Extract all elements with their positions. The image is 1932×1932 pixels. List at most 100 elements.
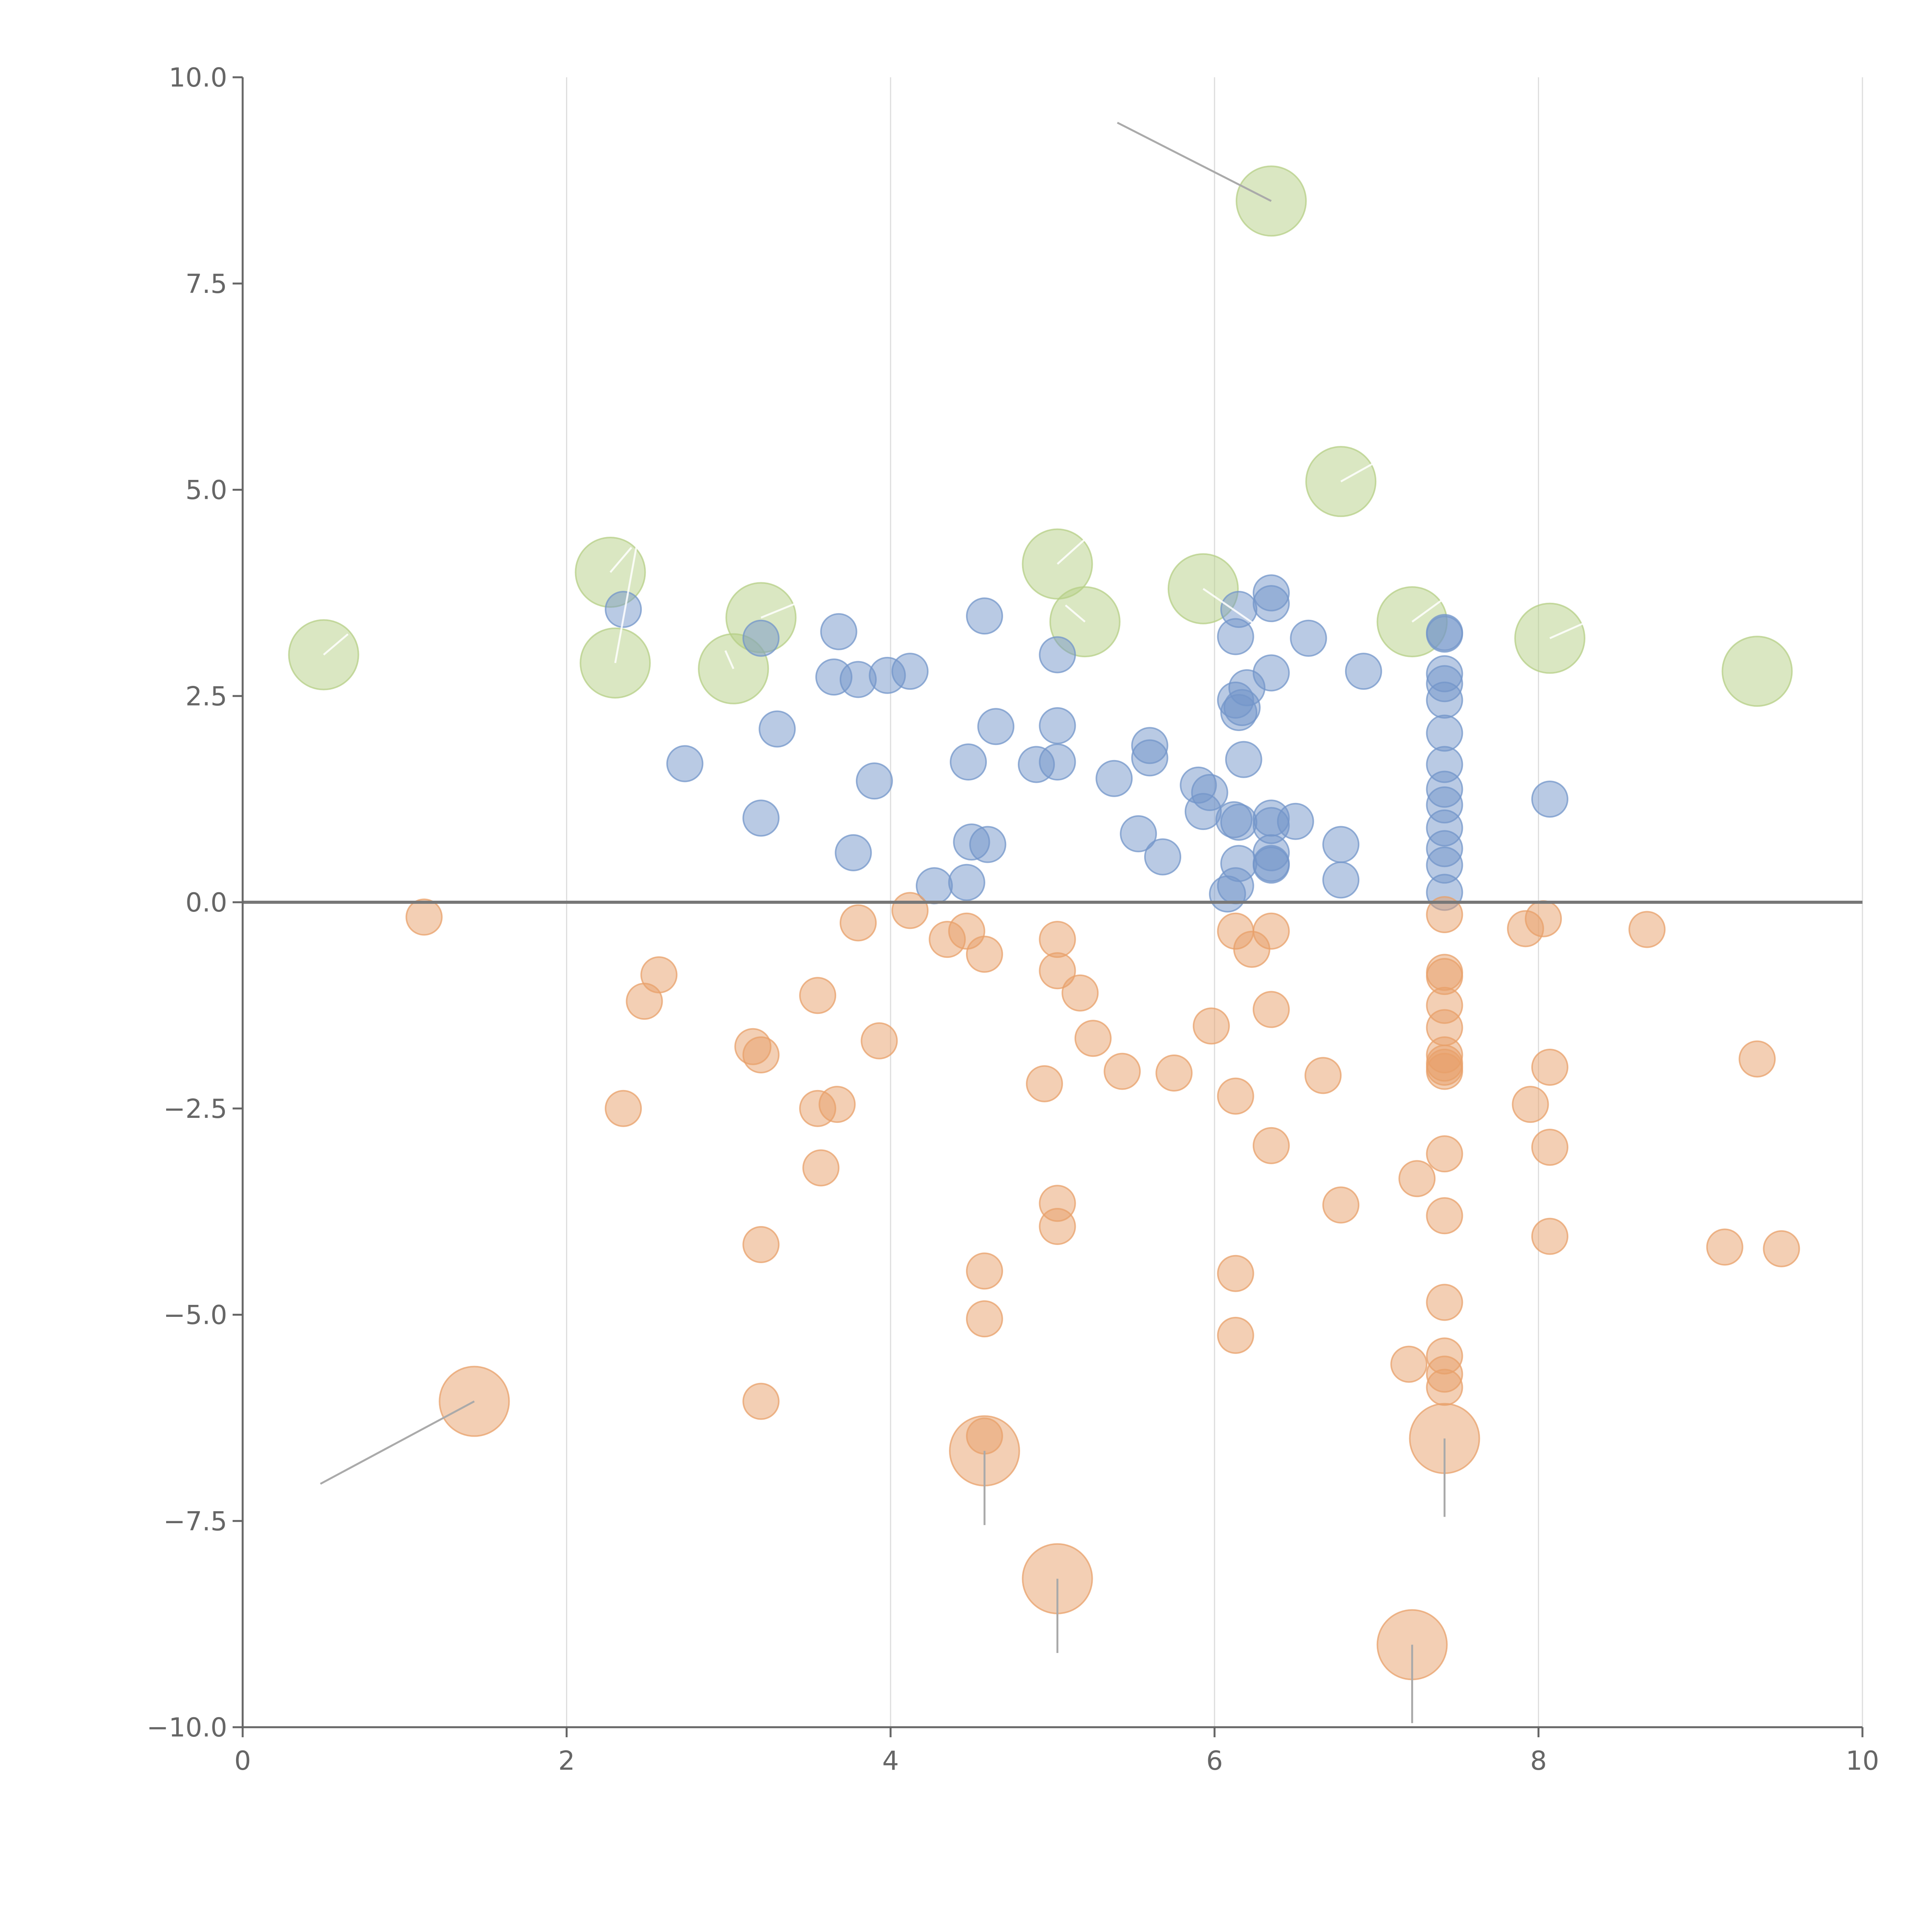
point-orange-23 bbox=[1039, 952, 1076, 990]
point-orange-34 bbox=[1217, 1316, 1254, 1354]
point-orange-38 bbox=[1252, 1127, 1290, 1164]
point-orange-30 bbox=[1192, 1007, 1230, 1045]
x-tick-label: 2 bbox=[558, 1746, 575, 1776]
point-orange-22 bbox=[1039, 921, 1076, 958]
point-orange-51 bbox=[1426, 1053, 1463, 1090]
point-orange-6 bbox=[742, 1226, 780, 1264]
axes: 10.0 7.5 5.0 2.5 0.0 −2.5 −5.0 −7.5 −10.0 0 2 4 6 8 1… bbox=[147, 63, 1879, 1776]
point-blue-2 bbox=[742, 619, 780, 657]
x-tick-label: 8 bbox=[1530, 1746, 1547, 1776]
point-blue-24 bbox=[1120, 815, 1157, 852]
point-orange-60 bbox=[1525, 900, 1562, 937]
y-tick-label: 10.0 bbox=[169, 63, 227, 93]
point-orange-1 bbox=[605, 1090, 642, 1127]
point-blue-26 bbox=[1131, 739, 1168, 777]
x-tick-label: 6 bbox=[1206, 1746, 1223, 1776]
point-orange-63 bbox=[1531, 1218, 1568, 1255]
data-points bbox=[288, 165, 1800, 1680]
leader-line-green-1 bbox=[323, 633, 349, 656]
point-blue-13 bbox=[948, 864, 985, 901]
point-blue-3 bbox=[742, 799, 780, 837]
point-orange-61 bbox=[1531, 1049, 1568, 1086]
point-blue-23 bbox=[1095, 760, 1133, 797]
point-orange-57 bbox=[1426, 1369, 1463, 1406]
y-tick-label: −2.5 bbox=[163, 1094, 227, 1124]
point-orange-11 bbox=[818, 1086, 856, 1123]
point-orange-25 bbox=[1039, 1208, 1076, 1245]
point-orange-29 bbox=[1155, 1054, 1193, 1092]
point-blue-8 bbox=[835, 834, 872, 871]
point-blue-53 bbox=[1322, 826, 1360, 863]
leader-line-green-9 bbox=[1340, 452, 1393, 483]
point-blue-61 bbox=[1426, 714, 1463, 752]
y-tick-label: 5.0 bbox=[185, 475, 227, 506]
leader-line-green-3 bbox=[614, 547, 638, 663]
point-blue-21 bbox=[1039, 707, 1076, 745]
point-orange-36 bbox=[1252, 912, 1290, 950]
point-orange-13 bbox=[861, 1022, 898, 1060]
point-orange-53 bbox=[1426, 1197, 1463, 1235]
point-orange-43 bbox=[1426, 896, 1463, 934]
point-blue-57 bbox=[1426, 616, 1463, 653]
point-blue-20 bbox=[1039, 636, 1076, 673]
x-axis-ticks: 0 2 4 6 8 10 bbox=[234, 1727, 1879, 1776]
point-blue-5 bbox=[820, 613, 857, 650]
y-tick-label: −10.0 bbox=[147, 1713, 227, 1743]
point-orange-18 bbox=[966, 1252, 1003, 1290]
point-orange-33 bbox=[1217, 1255, 1254, 1292]
point-orange-54 bbox=[1426, 1284, 1463, 1321]
point-orange-66 bbox=[1738, 1040, 1776, 1078]
point-orange-41 bbox=[1390, 1345, 1428, 1383]
point-orange-59 bbox=[1512, 1086, 1549, 1123]
point-orange-21 bbox=[1026, 1065, 1063, 1102]
point-blue-16 bbox=[966, 597, 1003, 635]
leader-line-green-6 bbox=[1056, 538, 1086, 565]
leader-line-green-2 bbox=[609, 547, 632, 573]
point-orange-64 bbox=[1628, 911, 1666, 948]
point-blue-60 bbox=[1426, 681, 1463, 719]
leader-line-green-4 bbox=[760, 600, 802, 619]
y-tick-label: 0.0 bbox=[185, 888, 227, 918]
point-blue-33 bbox=[1220, 803, 1258, 841]
leader-line-green-11 bbox=[1549, 621, 1588, 639]
point-orange-65 bbox=[1706, 1228, 1743, 1266]
point-orange-7 bbox=[742, 1383, 780, 1420]
point-blue-69 bbox=[1531, 781, 1568, 818]
point-orange-32 bbox=[1217, 1077, 1254, 1115]
point-orange-26 bbox=[1061, 974, 1099, 1012]
point-blue-51 bbox=[1277, 803, 1314, 840]
point-blue-54 bbox=[1322, 861, 1360, 899]
point-orange-17 bbox=[966, 935, 1003, 973]
leader-line-green-7 bbox=[1065, 604, 1086, 623]
point-blue-18 bbox=[977, 708, 1015, 745]
x-tick-label: 4 bbox=[882, 1746, 899, 1776]
leader-line-green-0 bbox=[1117, 122, 1272, 202]
point-blue-17 bbox=[969, 826, 1007, 863]
point-orange-27 bbox=[1074, 1020, 1112, 1057]
point-blue-30 bbox=[1191, 774, 1228, 811]
point-blue-27 bbox=[1144, 838, 1182, 876]
point-blue-9 bbox=[855, 762, 893, 800]
y-tick-label: 7.5 bbox=[185, 269, 227, 299]
point-orange-14 bbox=[891, 892, 929, 929]
point-orange-12 bbox=[839, 904, 877, 942]
point-orange-39 bbox=[1304, 1057, 1342, 1094]
point-orange-62 bbox=[1531, 1129, 1568, 1166]
point-blue-44 bbox=[1252, 585, 1290, 622]
point-orange-40 bbox=[1322, 1186, 1360, 1224]
point-orange-19 bbox=[966, 1300, 1003, 1338]
x-tick-label: 0 bbox=[234, 1746, 251, 1776]
point-blue-0 bbox=[605, 591, 642, 628]
point-blue-52 bbox=[1290, 619, 1327, 657]
point-orange-3 bbox=[640, 956, 678, 993]
point-orange-67 bbox=[1763, 1230, 1800, 1267]
point-blue-4 bbox=[759, 710, 796, 748]
point-orange-8 bbox=[799, 977, 837, 1014]
point-green-12 bbox=[1721, 636, 1793, 707]
y-axis-ticks: 10.0 7.5 5.0 2.5 0.0 −2.5 −5.0 −7.5 −10.0 bbox=[147, 63, 243, 1743]
y-tick-label: 2.5 bbox=[185, 681, 227, 712]
point-blue-35 bbox=[1220, 845, 1258, 882]
leader-lines bbox=[320, 122, 1588, 1723]
point-blue-1 bbox=[666, 745, 704, 782]
y-tick-label: −5.0 bbox=[163, 1300, 227, 1331]
